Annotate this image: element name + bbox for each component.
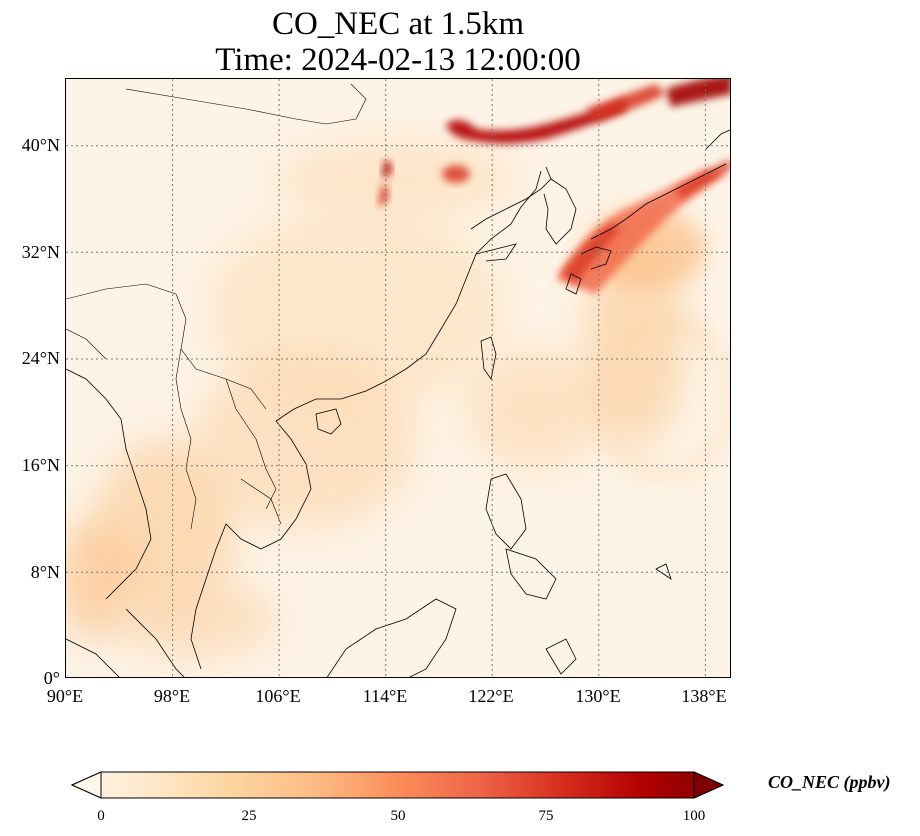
colorbar-tick-100: 100 [682, 808, 706, 824]
coastlines [66, 129, 730, 677]
lon-tick-98e: 98°E [153, 686, 191, 706]
lat-tick-24n: 24°N [21, 348, 60, 368]
colorbar-bar [70, 771, 725, 799]
lat-tick-40n: 40°N [21, 135, 60, 155]
lon-tick-90e: 90°E [46, 686, 84, 706]
lon-tick-122e: 122°E [468, 686, 514, 706]
map-title: CO_NEC at 1.5km [271, 6, 525, 42]
map-panel [65, 78, 731, 678]
lat-tick-8n: 8°N [30, 562, 60, 582]
lon-tick-106e: 106°E [255, 686, 301, 706]
lat-tick-32n: 32°N [21, 242, 60, 262]
colorbar [70, 771, 725, 799]
colorbar-max-extend [693, 771, 725, 799]
lat-tick-16n: 16°N [21, 455, 60, 475]
lon-tick-114e: 114°E [362, 686, 408, 706]
colorbar-min-extend [70, 771, 102, 799]
gridlines [66, 79, 730, 677]
lon-tick-138e: 138°E [681, 686, 727, 706]
colorbar-tick-25: 25 [241, 808, 257, 824]
lat-tick-0: 0° [43, 668, 60, 688]
country-borders [66, 83, 367, 530]
colorbar-tick-50: 50 [390, 808, 406, 824]
map-subtitle-time: Time: 2024-02-13 12:00:00 [215, 42, 581, 78]
lon-tick-130e: 130°E [575, 686, 621, 706]
colorbar-tick-75: 75 [538, 808, 554, 824]
map-canvas [66, 79, 730, 677]
colorbar-label: CO_NEC (ppbv) [768, 772, 891, 792]
colorbar-tick-0: 0 [97, 808, 105, 824]
